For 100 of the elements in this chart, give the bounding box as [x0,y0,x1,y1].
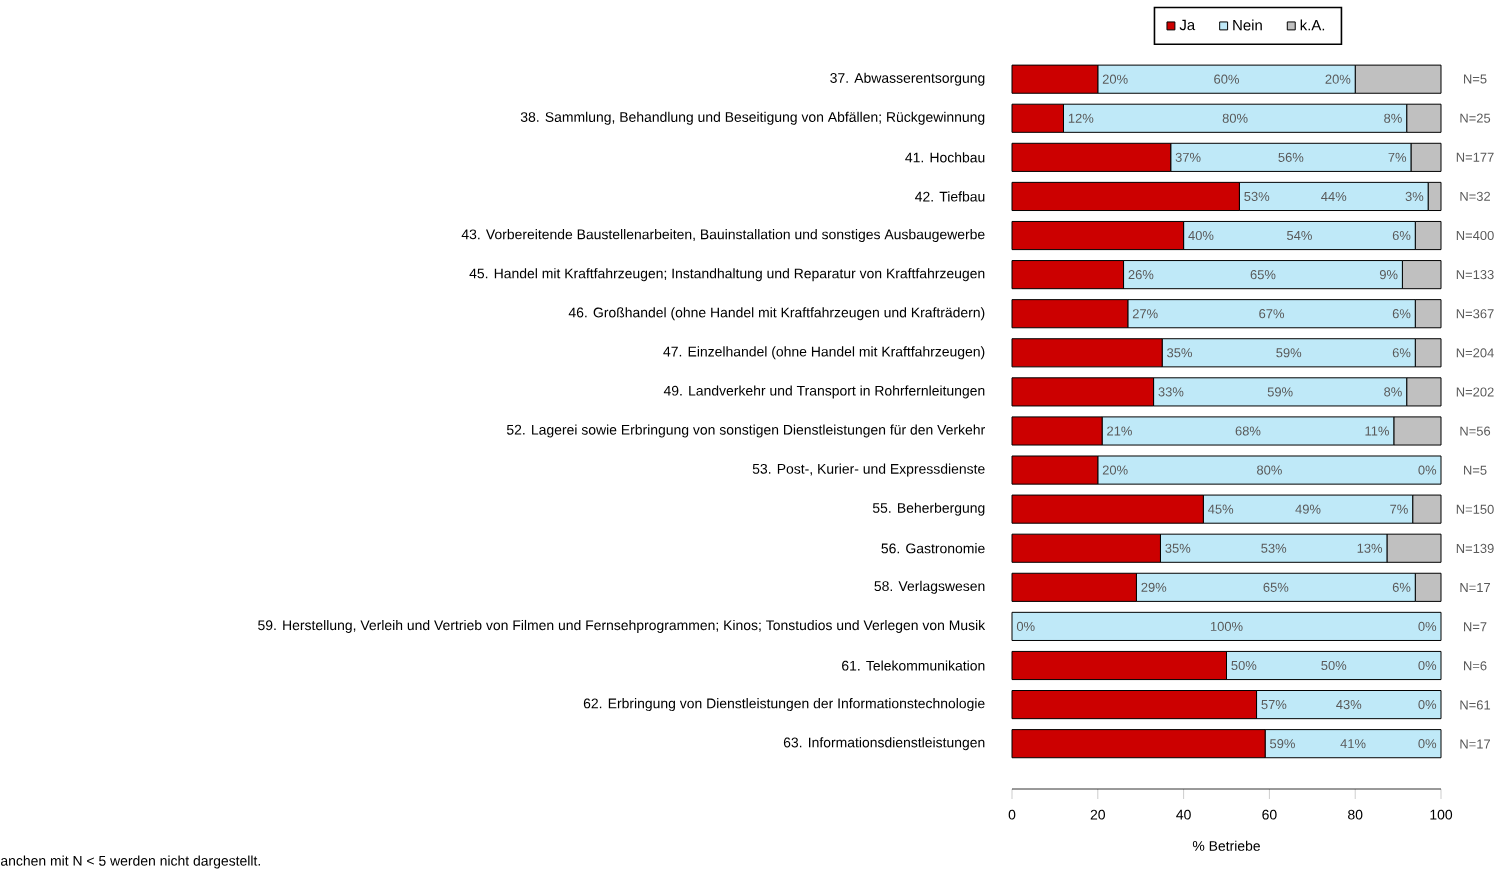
y-tick-label: 58. Verlagswesen [874,580,985,594]
annotation: 3% [1405,191,1424,202]
annotation: 26% [1128,270,1154,280]
x-tick-label: 40 [1176,809,1191,820]
annotation: 53% [1244,191,1270,202]
y-tick-label: 45. Handel mit Kraftfahrzeugen; Instandhaltung und Reparatur von Kraftfahrzeugen [469,268,985,282]
annotation: 0% [1016,621,1035,631]
annotation: 8% [1384,387,1402,397]
annotation: 6% [1392,582,1411,592]
data-label: 49% [1295,504,1321,514]
x-tick-label: 60 [1262,809,1277,820]
text: N=139 [1456,543,1494,554]
text: N=6 [1464,661,1487,671]
y-tick-label: 37. Abwasserentsorgung [830,72,985,86]
annotation: 7% [1390,504,1408,514]
data-label: 100% [1210,621,1243,631]
annotation: 20% [1325,74,1351,84]
annotation: 7% [1388,152,1407,162]
data-label: 80% [1222,113,1248,123]
text: N=17 [1460,739,1490,749]
y-tick-label: 49. Landverkehr und Transport in Rohrfernleitungen [663,385,985,399]
x-tick-label: 100 [1430,809,1453,820]
data-label: 54% [1287,230,1312,241]
annotation: 50% [1231,660,1257,671]
text: N=367 [1456,309,1494,319]
legend-label: k.A. [1300,19,1325,31]
annotation: 27% [1132,309,1158,319]
data-label: 67% [1259,309,1285,319]
annotation: 0% [1418,621,1437,631]
annotation: 6% [1392,309,1411,319]
annotation: 33% [1158,387,1184,397]
text: N=150 [1456,504,1494,514]
annotation: 8% [1384,113,1402,123]
annotation: 21% [1107,426,1132,436]
legend-label: Ja [1179,19,1196,31]
y-tick-label: 46. Großhandel (ohne Handel mit Kraftfahrzeugen und Krafträdern) [568,307,985,321]
annotation: 20% [1102,465,1128,475]
y-tick-label: 41. Hochbau [905,152,985,163]
annotation: 0% [1418,465,1437,475]
text: N=400 [1456,230,1494,241]
annotation: 29% [1141,582,1167,592]
annotation: 35% [1167,348,1192,358]
y-tick-label: 43. Vorbereitende Baustellenarbeiten, Bauinstallation und sonstiges Ausbaugewerbe [461,229,985,243]
data-label: 80% [1257,465,1282,475]
text: N=177 [1456,152,1494,162]
y-tick-label: 38. Sammlung, Behandlung und Beseitigung von Abfällen; Rückgewinnung [520,111,985,125]
text: N=5 [1464,465,1487,475]
annotation: 59% [1270,739,1295,749]
annotation: 37% [1175,152,1201,162]
text: N=25 [1460,113,1491,123]
y-tick-label: 47. Einzelhandel (ohne Handel mit Kraftfahrzeugen) [663,346,985,360]
annotation: 6% [1392,348,1411,358]
y-tick-label: 56. Gastronomie [881,543,985,554]
annotation: 11% [1365,426,1389,436]
data-label: 65% [1250,270,1276,280]
y-tick-label: 42. Tiefbau [915,191,985,202]
annotation: 13% [1357,543,1383,553]
y-tick-label: 61. Telekommunikation [842,660,985,671]
x-axis-title: % Betriebe [1192,840,1260,851]
data-label: 60% [1214,74,1239,84]
legend-label: Nein [1233,19,1262,31]
annotation: 9% [1379,270,1398,280]
data-label: 53% [1261,543,1287,553]
y-tick-label: 62. Erbringung von Dienstleistungen der Informationstechnologie [583,698,985,712]
text: N=7 [1464,622,1487,632]
y-tick-label: 53. Post-, Kurier- und Expressdienste [752,463,985,477]
annotation: 57% [1261,700,1287,710]
annotation: 40% [1188,230,1214,241]
data-label: 65% [1263,582,1289,592]
text: N=133 [1456,270,1494,280]
text: N=202 [1456,387,1494,397]
bar [1011,611,1442,641]
text: N=5 [1464,74,1487,84]
annotation: 20% [1102,74,1128,84]
annotation: 6% [1392,230,1411,241]
text: N=204 [1456,348,1494,358]
annotation: 35% [1165,543,1191,553]
text: anchen mit N < 5 werden nicht dargestellt. [0,855,260,869]
annotation: 45% [1208,504,1234,514]
x-tick-label: 20 [1090,809,1106,820]
data-label: 43% [1336,700,1362,710]
data-label: 59% [1276,348,1302,358]
text: N=56 [1460,426,1491,436]
data-label: 68% [1235,426,1261,436]
annotation: 0% [1418,660,1437,671]
data-label: 59% [1267,387,1293,397]
text: N=61 [1460,700,1491,710]
y-tick-label: 59. Herstellung, Verleih und Vertrieb von Filmen und Fernsehprogrammen; Kinos; Tonstudios und Verlegen von Musik [258,619,986,633]
data-label: 44% [1321,191,1347,201]
annotation: 12% [1068,113,1094,123]
x-tick-label: 80 [1348,809,1363,820]
text: N=17 [1460,583,1490,593]
y-tick-label: 55. Beherbergung [872,502,985,516]
y-tick-label: 52. Lagerei sowie Erbringung von sonstigen Dienstleistungen für den Verkehr [506,424,985,438]
text: N=32 [1460,191,1490,201]
y-tick-label: 63. Informationsdienstleistungen [783,737,985,751]
data-label: 50% [1321,660,1347,671]
x-tick-label: 0 [1008,809,1016,820]
data-label: 56% [1278,152,1304,162]
annotation: 0% [1418,739,1437,749]
